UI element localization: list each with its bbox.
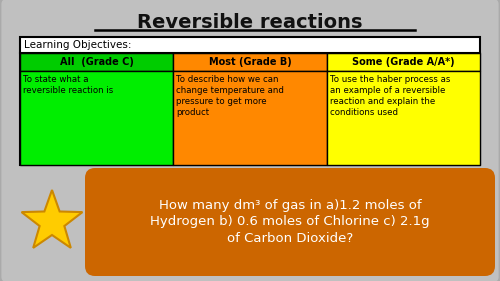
Text: Learning Objectives:: Learning Objectives: (24, 40, 132, 50)
Bar (174, 53, 326, 71)
Text: To state what a
reversible reaction is: To state what a reversible reaction is (23, 75, 113, 95)
Text: Reversible reactions: Reversible reactions (137, 12, 363, 31)
Text: Most (Grade B): Most (Grade B) (208, 57, 292, 67)
Polygon shape (22, 190, 82, 248)
Bar (20, 37, 480, 165)
Bar (20, 71, 174, 165)
FancyBboxPatch shape (0, 0, 500, 281)
Bar (326, 53, 480, 71)
Text: To describe how we can
change temperature and
pressure to get more
product: To describe how we can change temperatur… (176, 75, 284, 117)
Text: How many dm³ of gas in a)1.2 moles of
Hydrogen b) 0.6 moles of Chlorine c) 2.1g
: How many dm³ of gas in a)1.2 moles of Hy… (150, 198, 430, 246)
Bar (326, 71, 480, 165)
Bar (20, 53, 174, 71)
Text: All  (Grade C): All (Grade C) (60, 57, 134, 67)
FancyBboxPatch shape (85, 168, 495, 276)
Text: To use the haber process as
an example of a reversible
reaction and explain the
: To use the haber process as an example o… (330, 75, 450, 117)
Bar (174, 71, 326, 165)
Text: Some (Grade A/A*): Some (Grade A/A*) (352, 57, 454, 67)
